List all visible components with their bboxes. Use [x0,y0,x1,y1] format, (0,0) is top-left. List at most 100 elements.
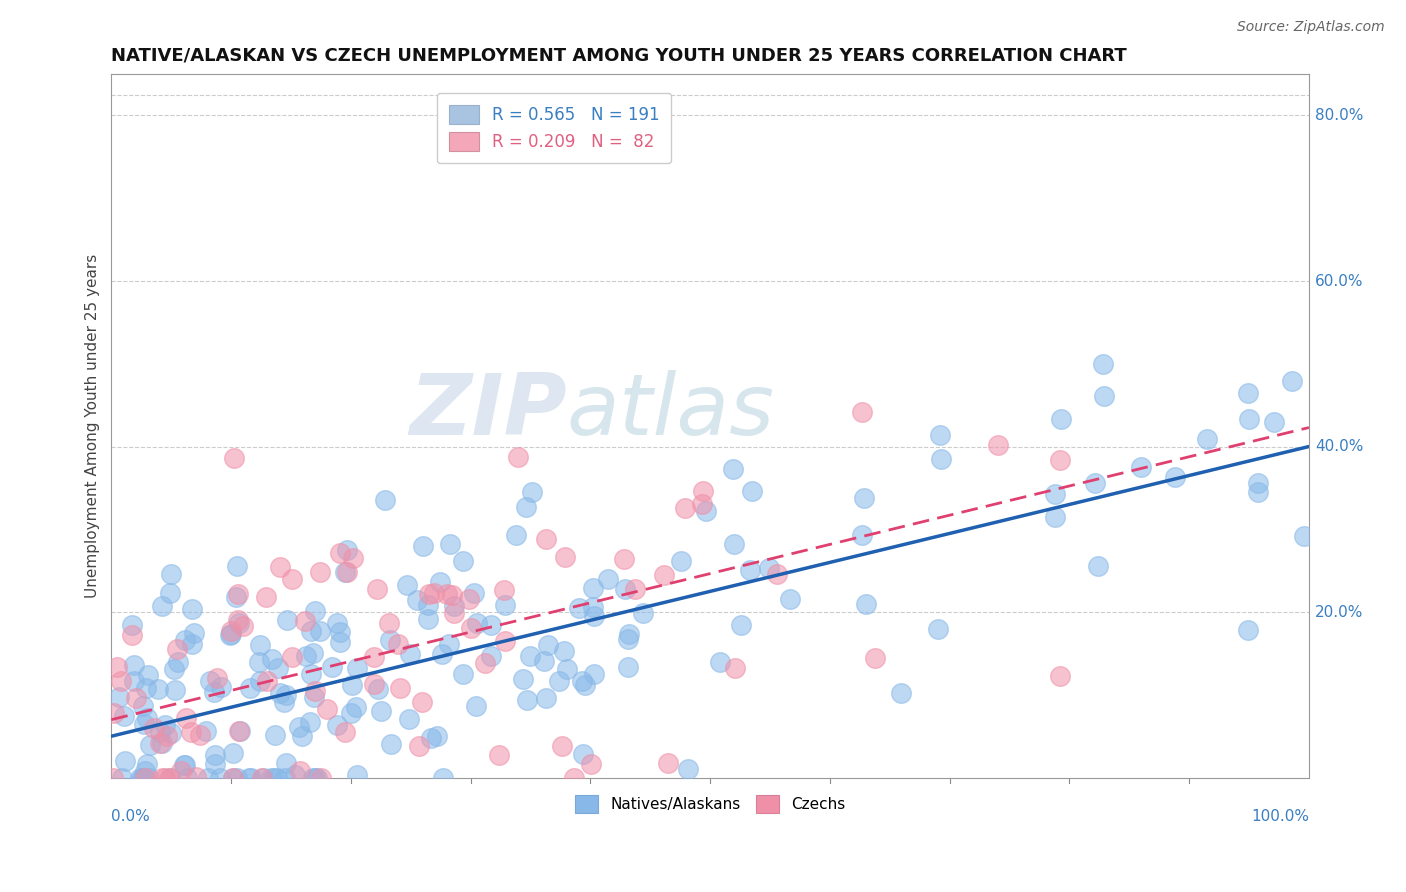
Point [623,582,645,596]
Point [464,698,486,713]
Point [429,575,451,590]
Point [156,729,179,743]
Point [779,591,801,606]
Point [363,649,385,664]
Point [516,692,538,706]
Point [142,721,165,735]
Point [363,676,385,690]
Point [451,554,474,568]
Point [519,648,541,663]
Point [370,704,392,718]
Point [633,606,655,620]
Point [273,695,295,709]
Point [1294,529,1316,543]
Point [249,674,271,689]
Point [520,484,543,499]
Point [1084,476,1107,491]
Point [1045,487,1067,501]
Point [121,628,143,642]
Point [228,616,250,631]
Point [853,491,876,506]
Point [304,771,326,785]
Point [927,622,949,636]
Point [260,771,283,785]
Point [494,598,516,612]
Point [174,711,197,725]
Point [479,617,502,632]
Y-axis label: Unemployment Among Youth under 25 years: Unemployment Among Youth under 25 years [86,253,100,598]
Point [110,673,132,688]
Point [173,758,195,772]
Point [274,771,297,785]
Point [121,618,143,632]
Point [302,771,325,785]
Point [412,539,434,553]
Point [132,771,155,785]
Point [329,546,352,560]
Point [617,632,640,646]
Point [418,612,440,626]
Point [709,655,731,669]
Point [342,550,364,565]
Point [302,690,325,704]
Point [474,656,496,670]
Point [288,720,311,734]
Point [150,735,173,749]
Point [226,587,249,601]
Point [159,771,181,785]
Point [249,638,271,652]
Point [488,747,510,762]
Point [304,604,326,618]
Point [505,527,527,541]
Point [276,613,298,627]
Text: atlas: atlas [567,370,775,453]
Point [197,771,219,785]
Point [366,582,388,596]
Point [533,654,555,668]
Point [276,756,298,771]
Point [1247,484,1270,499]
Point [582,609,605,624]
Point [226,613,249,627]
Point [252,771,274,785]
Point [1045,510,1067,524]
Point [346,660,368,674]
Point [131,698,153,713]
Point [301,667,323,681]
Point [149,725,172,739]
Point [299,624,322,638]
Point [298,714,321,729]
Point [929,428,952,442]
Text: NATIVE/ALASKAN VS CZECH UNEMPLOYMENT AMONG YOUTH UNDER 25 YEARS CORRELATION CHAR: NATIVE/ALASKAN VS CZECH UNEMPLOYMENT AMO… [111,46,1128,64]
Point [101,771,124,785]
Point [269,560,291,574]
Point [568,601,591,615]
Point [267,661,290,675]
Text: 20.0%: 20.0% [1315,605,1364,620]
Point [122,657,145,672]
Point [851,405,873,419]
Point [326,718,349,732]
Point [721,462,744,476]
Point [1236,623,1258,637]
Point [159,566,181,581]
Point [180,724,202,739]
Point [103,706,125,720]
Point [346,767,368,781]
Point [405,592,427,607]
Point [138,771,160,785]
Point [108,690,131,705]
Point [329,625,352,640]
Point [135,681,157,695]
Point [506,450,529,464]
Point [676,762,699,776]
Point [451,667,474,681]
Point [146,681,169,696]
Point [194,723,217,738]
Text: 80.0%: 80.0% [1315,108,1364,123]
Point [339,706,361,721]
Point [1094,388,1116,402]
Point [132,716,155,731]
Point [150,771,173,785]
Point [1247,476,1270,491]
